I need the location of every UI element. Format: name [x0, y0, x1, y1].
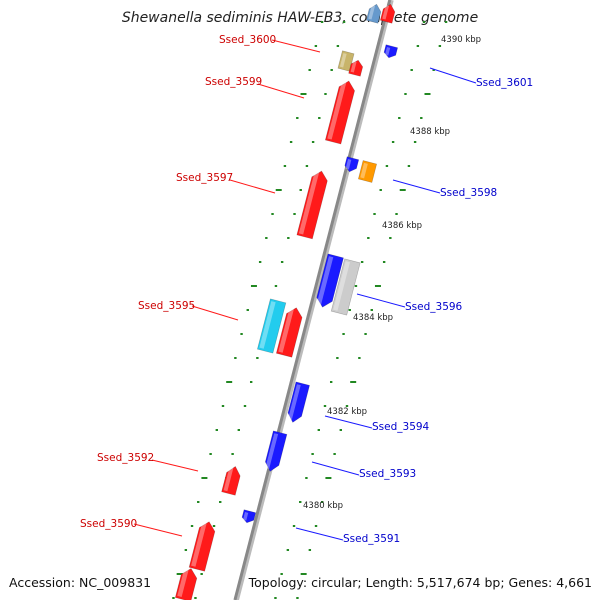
- backbone-line: [233, 0, 392, 600]
- gene-ssed-3596-b: [330, 258, 361, 316]
- gene-label-ssed_3601: Ssed_3601: [476, 77, 533, 89]
- label-leader-line: [295, 527, 344, 541]
- gene-ssed-3596-a: [316, 253, 344, 308]
- label-leader-line: [429, 67, 477, 84]
- gene-label-ssed_3596: Ssed_3596: [405, 301, 463, 313]
- gene-label-ssed_3594: Ssed_3594: [372, 421, 430, 433]
- gene-label-ssed_3599: Ssed_3599: [205, 76, 262, 88]
- gene-ssed-3594: [287, 381, 310, 423]
- topology-label: Topology: circular; Length: 5,517,674 bp…: [248, 575, 592, 590]
- label-leader-line: [229, 179, 276, 194]
- label-leader-line: [133, 523, 183, 537]
- kbp-label: 4380 kbp: [303, 501, 343, 511]
- gene-label-ssed_3593: Ssed_3593: [359, 468, 416, 480]
- label-leader-line: [356, 293, 406, 308]
- gene-label-ssed_3590: Ssed_3590: [80, 518, 137, 530]
- gene-top-a: [365, 3, 382, 24]
- label-leader-line: [324, 415, 373, 429]
- gene-ssed-3598-b: [357, 160, 378, 183]
- gene-top-b: [379, 3, 396, 24]
- label-leader-line: [392, 179, 441, 194]
- gene-ssed-3601: [383, 44, 398, 59]
- gene-ssed-3600-b: [337, 50, 355, 72]
- kbp-labels: 4390 kbp 4388 kbp 4386 kbp 4384 kbp 4382 kbp…: [303, 35, 481, 511]
- gene-ssed-3599: [324, 80, 355, 145]
- gene-ssed-3598-a: [344, 156, 360, 173]
- kbp-label: 4382 kbp: [327, 407, 367, 417]
- label-leader-line: [191, 305, 239, 321]
- kbp-label: 4384 kbp: [353, 313, 393, 323]
- gene-ssed-3590: [188, 521, 216, 572]
- gene-features: [174, 3, 398, 600]
- gene-labels: Ssed_3600 Ssed_3599 Ssed_3597 Ssed_3595 Ssed…: [80, 34, 533, 545]
- label-leader-line: [271, 39, 321, 53]
- gene-label-ssed_3598: Ssed_3598: [440, 187, 497, 199]
- gene-label-ssed_3595: Ssed_3595: [138, 300, 195, 312]
- label-leader-line: [151, 459, 199, 472]
- backbone: [233, 0, 394, 600]
- gene-label-ssed_3592: Ssed_3592: [97, 452, 154, 464]
- gene-ssed-3597: [296, 170, 328, 240]
- label-leader-line: [311, 461, 360, 476]
- gene-ssed-3595: [275, 307, 303, 358]
- gene-ssed-3591: [241, 509, 257, 524]
- gene-ssed-3600: [348, 59, 364, 77]
- gene-label-ssed_3600: Ssed_3600: [219, 34, 276, 46]
- gene-ssed-3593: [265, 430, 288, 472]
- gene-ssed-3595-b: [257, 298, 287, 354]
- kbp-label: 4388 kbp: [410, 127, 450, 137]
- accession-label: Accession: NC_009831: [9, 575, 152, 590]
- gene-bottom: [174, 568, 198, 600]
- gene-label-ssed_3591: Ssed_3591: [343, 533, 400, 545]
- kbp-label: 4390 kbp: [441, 35, 481, 45]
- kbp-label: 4386 kbp: [382, 221, 422, 231]
- gene-label-ssed_3597: Ssed_3597: [176, 172, 233, 184]
- gene-ssed-3592: [221, 466, 241, 496]
- label-leader-line: [257, 83, 305, 99]
